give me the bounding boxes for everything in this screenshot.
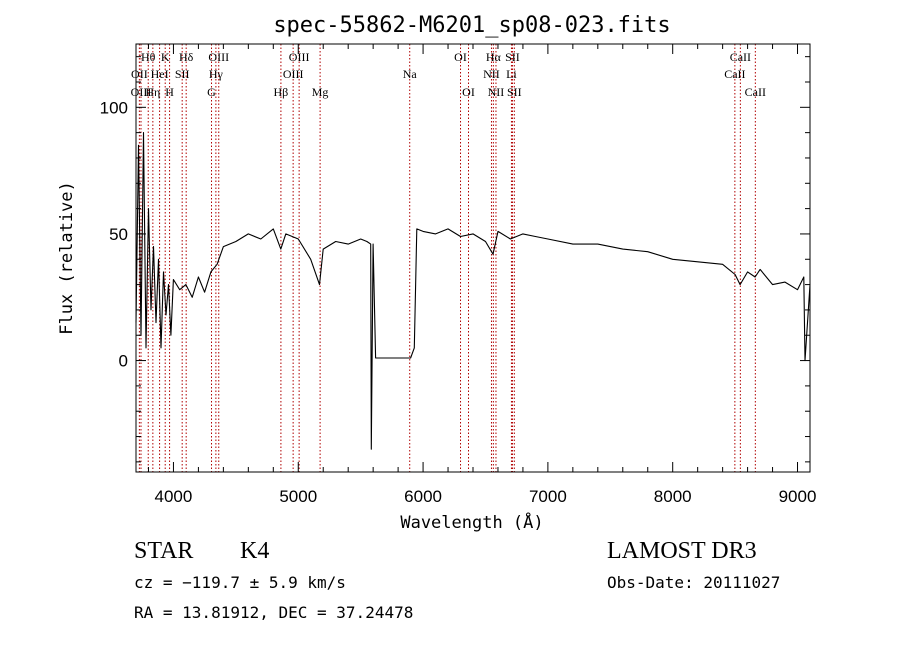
spectral-line-label: OII: [131, 67, 148, 81]
spectral-line-label: K: [161, 50, 170, 64]
spectral-line-label: Mg: [312, 85, 329, 99]
spectral-line-label: OIII: [289, 50, 310, 64]
y-axis-label: Flux (relative): [57, 181, 77, 335]
y-tick-label: 50: [109, 225, 128, 244]
spectral-line-label: OIII: [283, 67, 304, 81]
spectral-line-label: HeI: [151, 67, 169, 81]
spectral-line-markers: [138, 44, 756, 472]
survey-label: LAMOST DR3: [607, 538, 757, 564]
spectral-line-label: NII: [488, 85, 505, 99]
spectral-line-label: CaII: [730, 50, 751, 64]
spectral-line-label: SII: [507, 85, 522, 99]
spectral-line-label: Hα: [486, 50, 502, 64]
spectral-line-label: CaII: [724, 67, 745, 81]
spectral-line-label: SII: [505, 50, 520, 64]
x-axis-ticks: 4000 5000 6000 7000 8000 9000: [147, 44, 817, 506]
spectral-line-label: Hβ: [274, 85, 289, 99]
spectral-line-label: OI: [454, 50, 467, 64]
obs-date-readout: Obs-Date: 20111027: [607, 573, 781, 592]
chart-title: spec-55862-M6201_sp08-023.fits: [273, 13, 670, 38]
spectrum-line: [135, 132, 811, 450]
y-axis-ticks: 0 50 100: [100, 56, 810, 463]
spectral-line-label: Na: [403, 67, 418, 81]
plot-frame: [135, 43, 811, 473]
spectral-line-label: SII: [175, 67, 190, 81]
x-tick-label: 8000: [654, 487, 692, 506]
subclass-label: K4: [240, 538, 270, 564]
x-tick-label: 5000: [279, 487, 317, 506]
x-tick-label: 4000: [155, 487, 193, 506]
spectral-line-label: Hη: [145, 85, 160, 99]
x-axis-label: Wavelength (Å): [400, 511, 543, 533]
coordinates-readout: RA = 13.81912, DEC = 37.24478: [134, 603, 414, 622]
x-tick-label: 9000: [779, 487, 817, 506]
spectral-line-label: OI: [462, 85, 475, 99]
spectral-line-label: Hδ: [179, 50, 194, 64]
x-tick-label: 6000: [404, 487, 442, 506]
redshift-readout: cz = −119.7 ± 5.9 km/s: [134, 573, 346, 592]
spectral-line-label: NII: [483, 67, 500, 81]
spectral-line-label: Li: [506, 67, 517, 81]
spectral-line-label: Hγ: [209, 67, 224, 81]
x-tick-label: 7000: [529, 487, 567, 506]
spectral-line-label: G: [207, 85, 216, 99]
spectral-line-label: CaII: [745, 85, 766, 99]
spectral-line-label: H: [165, 85, 174, 99]
spectral-line-label: OIII: [208, 50, 229, 64]
y-tick-label: 100: [100, 98, 128, 117]
class-label: STAR: [134, 538, 194, 564]
y-tick-label: 0: [119, 352, 128, 371]
spectral-line-label: Hθ: [141, 50, 156, 64]
